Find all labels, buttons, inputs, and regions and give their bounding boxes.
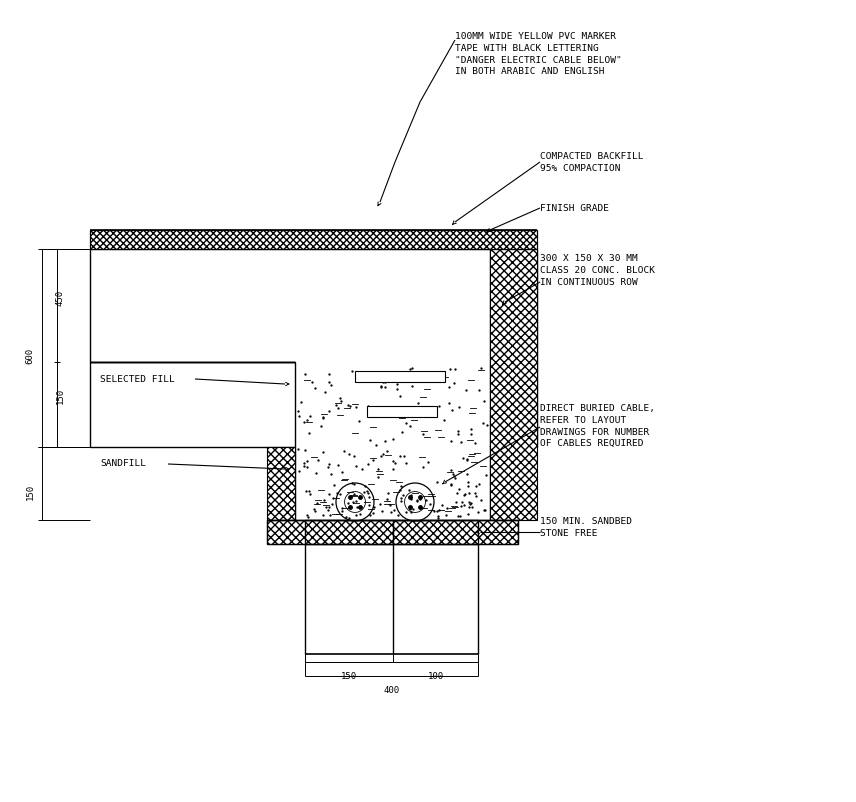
Text: 100MM WIDE YELLOW PVC MARKER
TAPE WITH BLACK LETTERING
"DANGER ELECTRIC CABLE BE: 100MM WIDE YELLOW PVC MARKER TAPE WITH B… — [455, 32, 621, 76]
Text: COMPACTED BACKFILL
95% COMPACTION: COMPACTED BACKFILL 95% COMPACTION — [540, 152, 644, 172]
Text: DIRECT BURIED CABLE,
REFER TO LAYOUT
DRAWINGS FOR NUMBER
OF CABLES REQUIRED: DIRECT BURIED CABLE, REFER TO LAYOUT DRA… — [540, 404, 655, 448]
Text: 150 MIN. SANDBED
STONE FREE: 150 MIN. SANDBED STONE FREE — [540, 517, 632, 538]
Text: FINISH GRADE: FINISH GRADE — [540, 204, 609, 213]
Bar — [90, 230, 537, 249]
Bar — [490, 249, 537, 520]
Text: 150: 150 — [341, 672, 357, 681]
Text: 300 X 150 X 30 MM
CLASS 20 CONC. BLOCK
IN CONTINUOUS ROW: 300 X 150 X 30 MM CLASS 20 CONC. BLOCK I… — [540, 254, 655, 286]
Text: 150: 150 — [56, 388, 64, 404]
Text: 600: 600 — [26, 348, 34, 364]
Text: SANDFILL: SANDFILL — [100, 460, 146, 468]
Bar — [367, 406, 437, 417]
Text: 150: 150 — [26, 484, 34, 500]
Bar — [267, 520, 518, 544]
Bar — [267, 447, 295, 520]
Text: SELECTED FILL: SELECTED FILL — [100, 375, 175, 383]
Text: 400: 400 — [383, 686, 400, 695]
Text: 450: 450 — [56, 290, 64, 306]
Text: 100: 100 — [427, 672, 443, 681]
Bar — [355, 371, 445, 382]
